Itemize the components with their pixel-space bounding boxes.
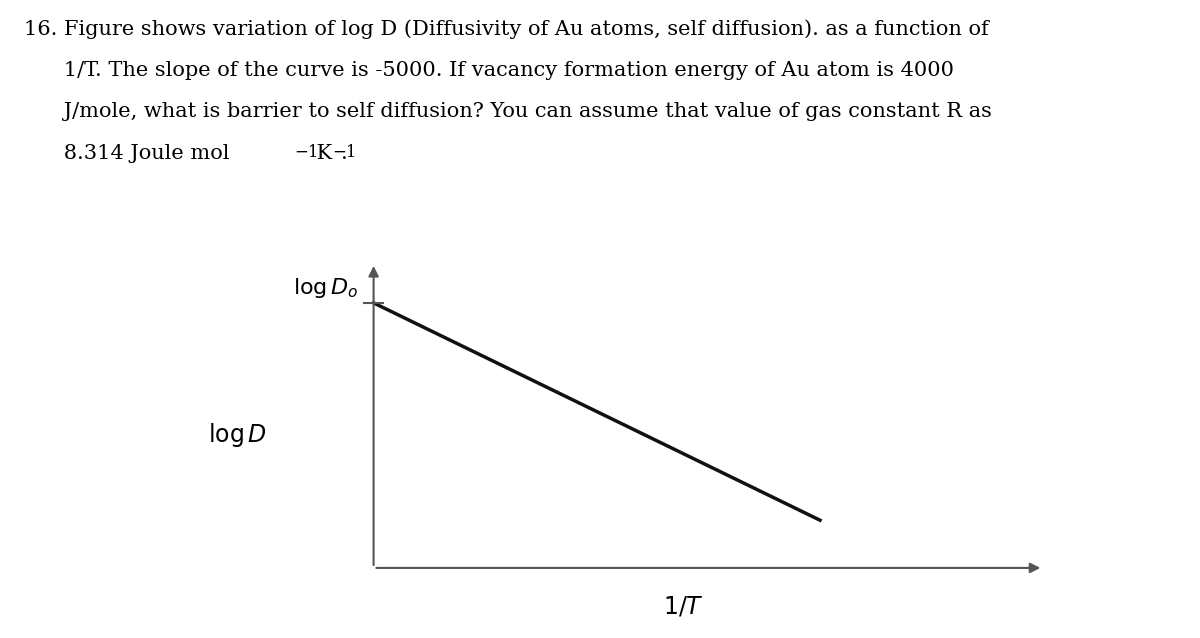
Text: −1: −1 [294,144,318,161]
Text: 1/T. The slope of the curve is -5000. If vacancy formation energy of Au atom is : 1/T. The slope of the curve is -5000. If… [24,61,954,80]
Text: $\log D_o$: $\log D_o$ [293,276,358,300]
Text: $\log D$: $\log D$ [208,422,266,449]
Text: J/mole, what is barrier to self diffusion? You can assume that value of gas cons: J/mole, what is barrier to self diffusio… [24,102,992,121]
Text: 8.314 Joule mol: 8.314 Joule mol [24,144,229,163]
Text: K: K [310,144,331,163]
Text: 16. Figure shows variation of log D (Diffusivity of Au atoms, self diffusion). a: 16. Figure shows variation of log D (Dif… [24,19,989,39]
Text: .: . [341,144,348,163]
Text: −1: −1 [332,144,356,161]
Text: $1/T$: $1/T$ [664,595,704,618]
